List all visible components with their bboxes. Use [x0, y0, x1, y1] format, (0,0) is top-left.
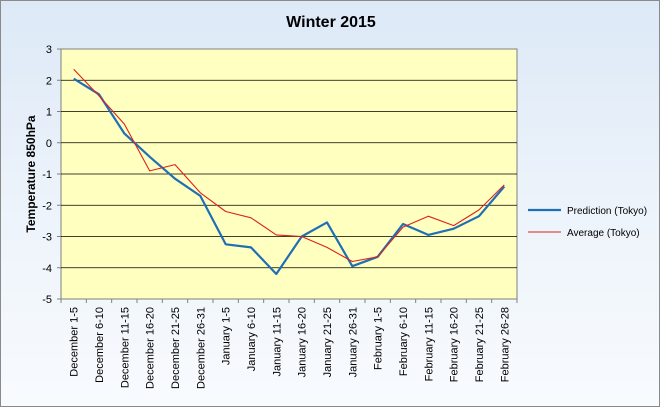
- x-tick-label: February 1-5: [373, 307, 385, 370]
- y-tick-label: -4: [42, 263, 52, 275]
- x-tick-label: January 1-5: [221, 307, 233, 365]
- chart-title: Winter 2015: [286, 14, 376, 31]
- x-tick-label: January 26-31: [347, 307, 359, 377]
- x-tick-label: January 11-15: [271, 307, 283, 377]
- y-tick-label: -2: [42, 200, 52, 212]
- x-tick-label: January 16-20: [297, 307, 309, 377]
- x-tick-label: February 11-15: [423, 307, 435, 381]
- y-tick-label: -1: [42, 169, 52, 181]
- y-tick-label: 3: [46, 44, 52, 56]
- x-tick-label: February 21-25: [474, 307, 486, 382]
- x-tick-label: February 16-20: [449, 307, 461, 382]
- y-tick-label: 1: [46, 107, 52, 119]
- legend-label: Prediction (Tokyo): [567, 206, 647, 217]
- gridlines: [61, 79, 517, 269]
- x-tick-label: December 21-25: [170, 307, 182, 389]
- series-line-prediction: [73, 77, 506, 276]
- y-tick-label: -3: [42, 232, 52, 244]
- y-tick-label: 0: [46, 138, 52, 150]
- x-tick-label: January 21-25: [322, 307, 334, 377]
- x-tick-label: December 16-20: [145, 307, 157, 389]
- x-tick-label: December 1-5: [69, 307, 81, 377]
- x-tick-label: February 26-28: [499, 307, 511, 382]
- legend: Prediction (Tokyo) Average (Tokyo): [528, 206, 647, 239]
- series-line-average: [73, 68, 505, 263]
- x-tick-label: December 11-15: [119, 307, 131, 388]
- x-tick-label: February 6-10: [398, 307, 410, 376]
- x-axis-ticks: December 1-5 December 6-10 December 11-15 D…: [60, 299, 518, 389]
- y-axis-ticks: 3 2 1 0 -1 -2 -3 -4 -5: [42, 44, 61, 306]
- series-lines: [73, 68, 506, 276]
- y-tick-label: 2: [46, 75, 52, 87]
- x-tick-label: January 6-10: [246, 307, 258, 371]
- legend-label: Average (Tokyo): [567, 228, 640, 239]
- x-tick-label: December 26-31: [195, 307, 207, 389]
- y-tick-label: -5: [42, 294, 52, 306]
- y-axis-label: Temperature 850hPa: [24, 115, 38, 232]
- x-tick-label: December 6-10: [94, 307, 106, 383]
